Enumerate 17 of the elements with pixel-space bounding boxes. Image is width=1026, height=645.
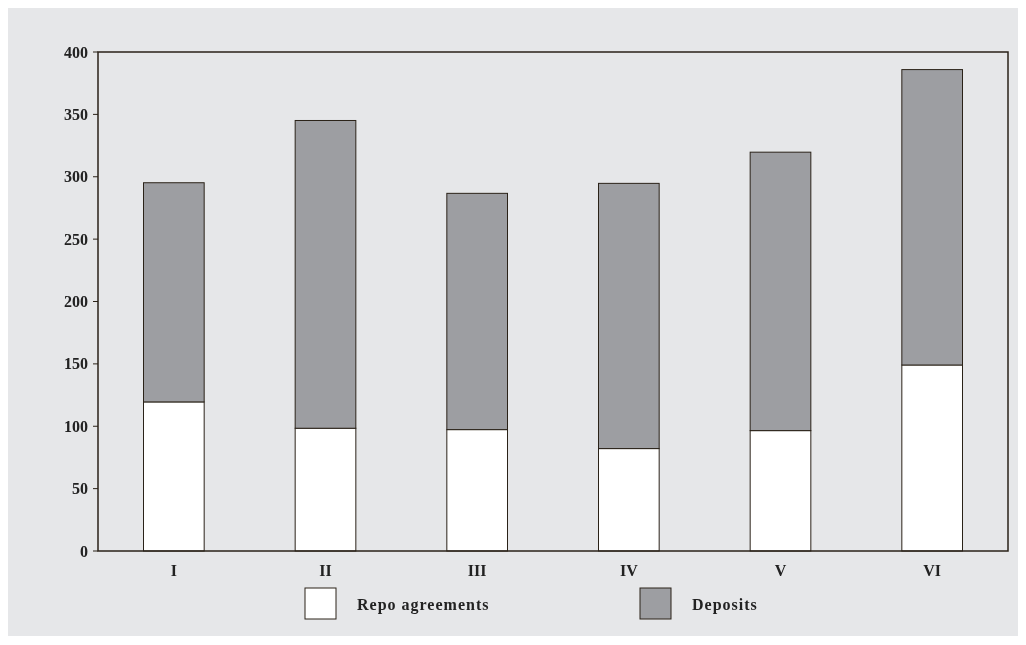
- x-tick-label: VI: [923, 562, 942, 579]
- y-tick-label: 200: [64, 293, 88, 311]
- x-tick-label: III: [467, 562, 487, 579]
- x-tick-label: II: [319, 562, 332, 579]
- y-tick-label: 250: [64, 230, 88, 248]
- y-tick-label: 100: [64, 417, 88, 435]
- legend-label: Deposits: [692, 596, 758, 614]
- x-tick-label: V: [774, 562, 787, 579]
- y-tick-label: 0: [80, 542, 88, 560]
- y-tick-label: 300: [64, 168, 88, 186]
- legend-label: Repo agreements: [357, 596, 490, 614]
- y-tick-label: 400: [64, 43, 88, 61]
- x-tick-label: I: [170, 562, 177, 579]
- y-tick-label: 150: [64, 355, 88, 373]
- y-tick-label: 50: [72, 480, 88, 498]
- y-tick-label: 350: [64, 105, 88, 123]
- x-tick-label: IV: [619, 562, 639, 579]
